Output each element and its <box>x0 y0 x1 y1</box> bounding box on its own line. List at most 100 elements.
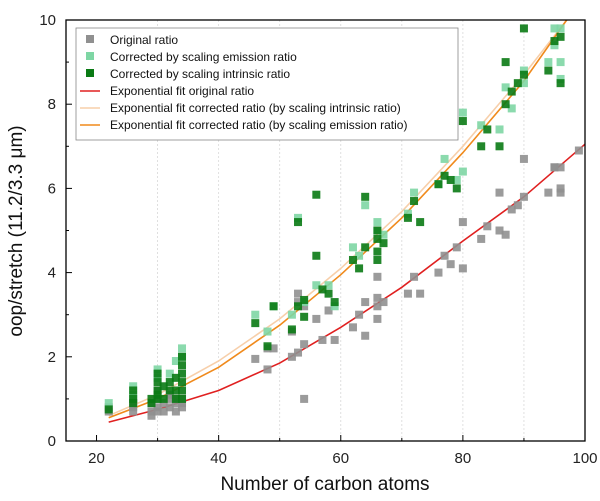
data-point <box>147 411 156 420</box>
data-point <box>165 369 174 378</box>
data-point <box>294 302 303 311</box>
data-point <box>178 399 187 408</box>
data-point <box>300 394 309 403</box>
data-point <box>294 218 303 227</box>
data-point <box>440 171 449 180</box>
x-tick-label: 40 <box>210 450 227 467</box>
data-point <box>361 192 370 201</box>
data-point <box>410 188 419 197</box>
data-point <box>147 399 156 408</box>
data-point <box>294 289 303 298</box>
data-point <box>171 357 180 366</box>
data-point <box>544 66 553 75</box>
legend-label-scaled-emission: Corrected by scaling emission ratio <box>110 50 297 64</box>
data-point <box>373 247 382 256</box>
legend-marker-scaled-intrinsic <box>86 69 94 77</box>
data-point <box>269 302 278 311</box>
legend-label-fit-intrinsic: Exponential fit corrected ratio (by scal… <box>110 101 401 115</box>
data-point <box>556 184 565 193</box>
data-point <box>129 403 138 412</box>
data-point <box>373 302 382 311</box>
data-point <box>416 289 425 298</box>
data-point <box>458 218 467 227</box>
data-point <box>178 344 187 353</box>
data-point <box>373 218 382 227</box>
y-tick-label: 2 <box>48 349 56 366</box>
data-point <box>434 180 443 189</box>
data-point <box>348 243 357 252</box>
data-point <box>178 352 187 361</box>
data-point <box>556 163 565 172</box>
data-point <box>263 327 272 336</box>
data-point <box>287 310 296 319</box>
data-point <box>269 344 278 353</box>
data-point <box>147 394 156 403</box>
data-point <box>178 361 187 370</box>
fit-line <box>108 19 568 417</box>
data-point <box>153 394 162 403</box>
data-point <box>312 281 321 290</box>
data-point <box>379 230 388 239</box>
data-point <box>312 190 321 199</box>
data-point <box>501 83 510 92</box>
data-point <box>312 314 321 323</box>
data-point <box>300 295 309 304</box>
data-point <box>507 87 516 96</box>
data-point <box>159 394 168 403</box>
x-tick-label: 100 <box>572 450 597 467</box>
data-point <box>410 197 419 206</box>
data-point <box>550 41 559 50</box>
data-point <box>153 373 162 382</box>
data-point <box>379 239 388 248</box>
data-point <box>434 268 443 277</box>
data-point <box>452 184 461 193</box>
data-point <box>519 79 528 88</box>
legend-label-scaled-intrinsic: Corrected by scaling intrinsic ratio <box>110 67 290 81</box>
data-point <box>519 70 528 79</box>
legend-label-fit-emission: Exponential fit corrected ratio (by scal… <box>110 118 407 132</box>
y-tick-label: 10 <box>39 12 56 29</box>
x-axis-title: Number of carbon atoms <box>220 474 429 495</box>
data-point <box>452 175 461 184</box>
data-point <box>178 369 187 378</box>
y-tick-label: 4 <box>48 265 56 282</box>
data-point <box>330 302 339 311</box>
data-point <box>373 226 382 235</box>
legend: Original ratio Corrected by scaling emis… <box>75 27 459 141</box>
data-point <box>153 378 162 387</box>
data-point <box>495 125 504 134</box>
data-point <box>361 298 370 307</box>
data-point <box>361 243 370 252</box>
data-point <box>483 125 492 134</box>
data-point <box>556 32 565 41</box>
data-point <box>318 335 327 344</box>
data-point <box>129 382 138 391</box>
data-point <box>373 314 382 323</box>
data-point <box>495 226 504 235</box>
data-point <box>403 213 412 222</box>
data-point <box>171 399 180 408</box>
data-point <box>513 201 522 210</box>
data-point <box>251 319 260 328</box>
data-point <box>294 213 303 222</box>
data-point <box>446 175 455 184</box>
data-point <box>355 310 364 319</box>
data-point <box>458 167 467 176</box>
data-point <box>519 154 528 163</box>
data-point <box>556 24 565 33</box>
data-point <box>330 335 339 344</box>
data-point <box>104 405 113 414</box>
data-point <box>355 251 364 260</box>
data-point <box>165 403 174 412</box>
data-point <box>550 37 559 46</box>
data-point <box>477 234 486 243</box>
data-point <box>373 293 382 302</box>
data-point <box>373 234 382 243</box>
data-point <box>129 386 138 395</box>
legend-label-original-ratio: Original ratio <box>110 33 178 47</box>
data-point <box>153 386 162 395</box>
data-point <box>178 403 187 412</box>
data-points <box>104 24 583 420</box>
data-point <box>361 331 370 340</box>
data-point <box>452 243 461 252</box>
